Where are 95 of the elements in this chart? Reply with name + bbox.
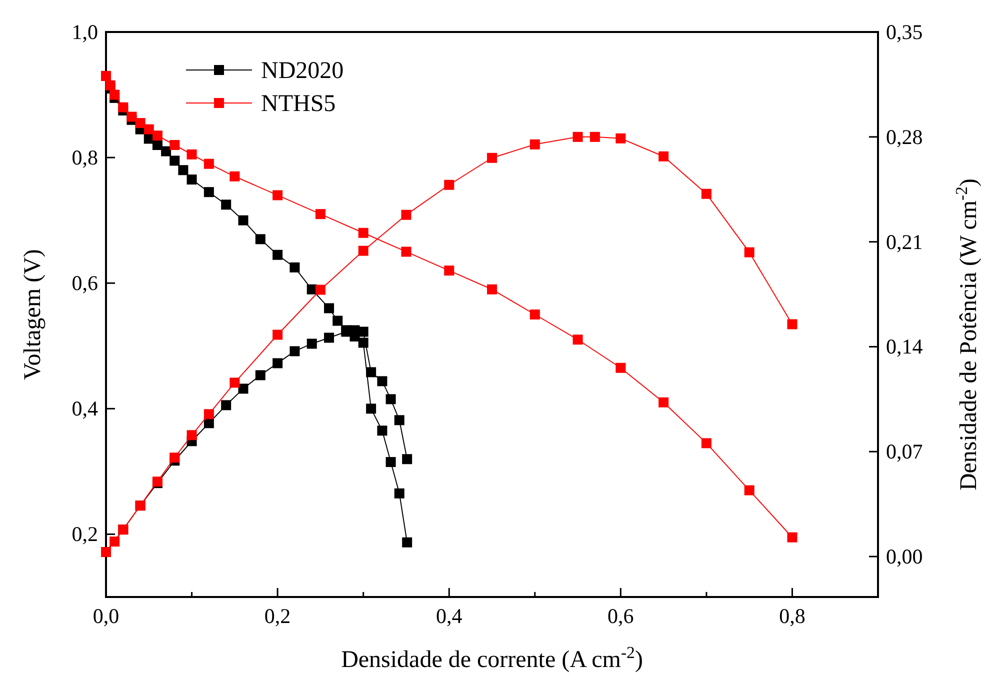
point [386,457,396,468]
point [366,404,376,414]
point [221,400,232,410]
y-tick-label: 0,2 [72,522,98,546]
point [170,156,180,166]
point [590,132,600,142]
point [358,228,368,238]
point [366,367,376,378]
y-tick-label: 0,8 [72,146,98,170]
point [658,151,669,162]
point [324,332,334,343]
point [701,188,712,199]
point [386,394,396,404]
point [744,247,754,258]
point [272,250,283,260]
x-tick-label: 0,4 [436,604,463,628]
y2-tick-label: 0,21 [886,230,923,254]
point [744,485,754,496]
y-tick-label: 0,6 [72,271,98,296]
point [315,209,326,220]
point [178,165,188,176]
point [272,330,283,340]
point [272,190,283,200]
point [255,370,266,380]
point [358,338,368,348]
point [530,310,540,320]
point [787,532,798,542]
point [290,346,300,356]
point [377,376,388,386]
legend-label: NTHS5 [261,91,336,117]
point [126,112,137,122]
point [572,334,583,345]
x-axis-title: Densidade de corrente (A cm$^{-2}$) [341,642,643,673]
point [186,149,197,160]
point [170,452,180,463]
point [161,146,172,156]
point [186,174,197,185]
point [110,536,120,547]
point [358,246,368,256]
y-tick-label: 1,0 [72,20,98,44]
x-tick-label: 0,2 [264,604,291,628]
point [401,210,412,220]
point [110,90,120,100]
point [487,152,497,163]
point [332,316,343,326]
point [658,397,669,408]
y-axis-title: Voltagem (V) [20,249,46,380]
point [238,384,248,394]
y2-tick-label: 0,07 [886,440,923,464]
point [230,378,240,388]
point [230,171,240,182]
point [221,200,232,210]
point [170,140,180,150]
y2-tick-label: 0,35 [886,20,923,44]
point [487,284,497,294]
point [787,319,798,330]
point [152,140,162,150]
point [572,132,583,142]
y2-tick-label: 0,00 [886,544,923,569]
point [401,246,412,257]
point [204,158,214,169]
point [701,438,712,448]
x-tick-label: 0,8 [779,604,806,628]
point [402,454,412,464]
point [144,124,154,134]
point [204,187,214,198]
x-tick-label: 0,6 [608,604,634,628]
y-tick-label: 0,4 [72,396,98,421]
point [444,180,454,190]
point [394,415,404,426]
point [135,118,146,128]
point [444,266,454,276]
y2-tick-label: 0,28 [886,124,923,149]
point [152,130,162,141]
point [358,326,368,337]
point [272,358,283,368]
point [290,262,300,272]
legend-label: ND2020 [261,58,344,84]
point [105,80,116,90]
y2-tick-label: 0,14 [886,334,924,359]
point [118,102,128,112]
point [306,338,317,349]
point [377,426,388,436]
point [186,430,197,440]
x-tick-label: 0,0 [92,604,120,628]
point [204,409,214,420]
point [616,133,626,144]
point [530,139,540,150]
point [402,537,412,548]
point [255,234,266,244]
point [315,284,326,295]
point [394,488,404,498]
point [324,303,334,314]
point [616,362,626,373]
point [238,215,248,226]
